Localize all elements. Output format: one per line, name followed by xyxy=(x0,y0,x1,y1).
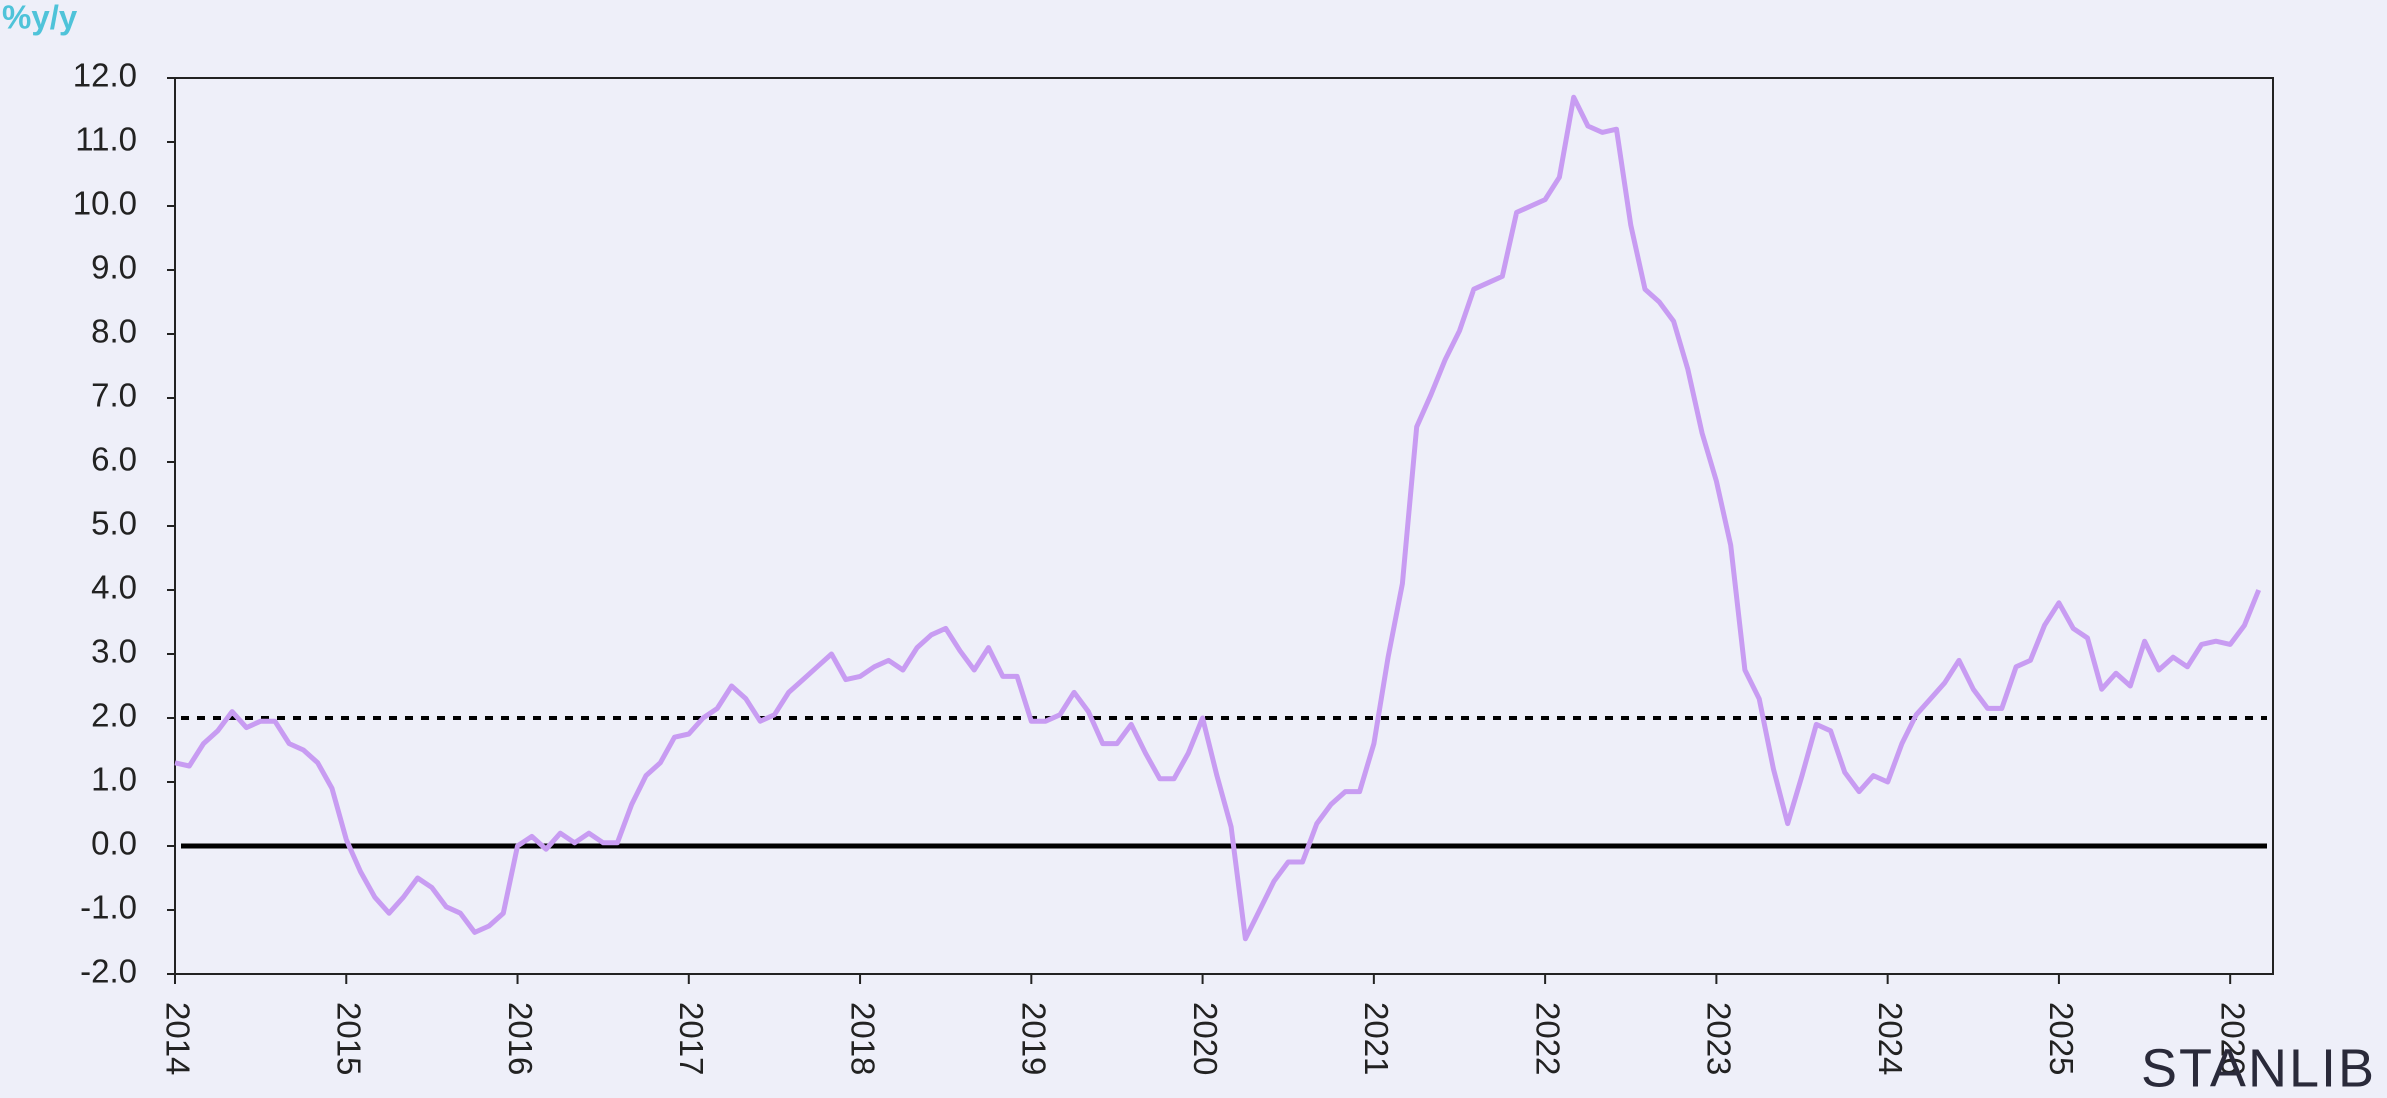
y-axis-label: %y/y xyxy=(2,0,78,36)
y-tick-label: 8.0 xyxy=(91,313,137,350)
y-tick-label: 1.0 xyxy=(91,761,137,798)
x-tick-label: 2022 xyxy=(1529,1002,1566,1075)
y-tick-label: 11.0 xyxy=(75,121,137,158)
y-tick-label: 4.0 xyxy=(91,569,137,606)
y-tick-label: 2.0 xyxy=(91,697,137,734)
x-tick-label: 2023 xyxy=(1701,1002,1738,1075)
y-tick-label: 5.0 xyxy=(91,505,137,542)
y-tick-label: -1.0 xyxy=(80,889,137,926)
x-tick-label: 2015 xyxy=(331,1002,368,1075)
data-line xyxy=(174,94,2262,942)
x-tick-label: 2018 xyxy=(844,1002,881,1075)
y-tick-label: 0.0 xyxy=(91,825,137,862)
y-tick-label: 3.0 xyxy=(91,633,137,670)
watermark: STANLIB xyxy=(2141,1038,2376,1098)
x-tick-label: 2017 xyxy=(673,1002,710,1075)
y-tick-label: 7.0 xyxy=(91,377,137,414)
y-tick-label: 9.0 xyxy=(91,249,137,286)
x-tick-label: 2025 xyxy=(2043,1002,2080,1075)
x-tick-label: 2014 xyxy=(159,1002,196,1075)
x-tick-label: 2020 xyxy=(1187,1002,1224,1075)
x-tick-label: 2026 xyxy=(2214,1002,2251,1075)
y-tick-label: -2.0 xyxy=(80,953,137,990)
x-tick-label: 2019 xyxy=(1016,1002,1053,1075)
x-tick-label: 2016 xyxy=(502,1002,539,1075)
y-tick-label: 10.0 xyxy=(73,185,137,222)
y-tick-label: 12.0 xyxy=(73,57,137,94)
x-tick-label: 2021 xyxy=(1358,1002,1395,1075)
y-tick-label: 6.0 xyxy=(91,441,137,478)
x-tick-label: 2024 xyxy=(1872,1002,1909,1075)
